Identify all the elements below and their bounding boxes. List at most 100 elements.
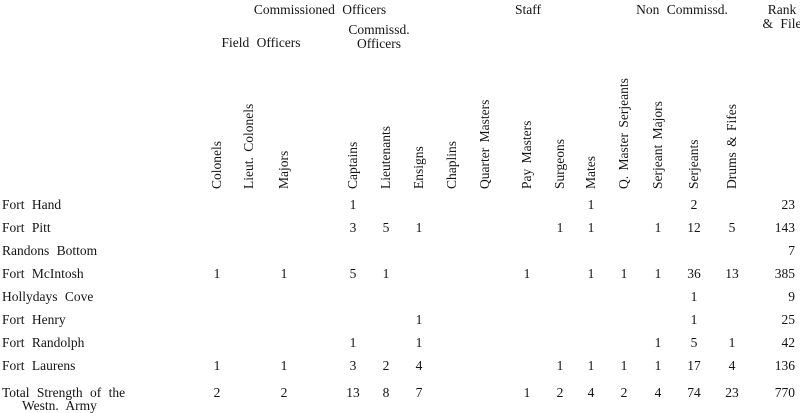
value-fort-mcintosh-pay-masters: 1 bbox=[523, 266, 531, 281]
value-fort-laurens-majors: 1 bbox=[280, 358, 288, 373]
value-fort-mcintosh-lieutenants: 1 bbox=[382, 266, 390, 281]
group-header-commissd-line1: Commissd. bbox=[348, 22, 410, 37]
value-fort-mcintosh-drums-fifes: 13 bbox=[725, 266, 739, 281]
column-header-mates: Mates bbox=[583, 156, 598, 189]
value-fort-randolph-serjeants: 5 bbox=[690, 335, 698, 350]
value-fort-mcintosh-serjeant-majors: 1 bbox=[654, 266, 662, 281]
column-header-colonels: Colonels bbox=[209, 140, 224, 189]
value-fort-laurens-mates: 1 bbox=[587, 358, 595, 373]
column-header-chaplins: Chaplins bbox=[444, 140, 459, 189]
value-total-strength-of-the-lieutenants: 8 bbox=[382, 385, 390, 400]
value-fort-mcintosh-captains: 5 bbox=[349, 266, 357, 281]
column-header-serjeant-majors: Serjeant Majors bbox=[650, 101, 665, 189]
value-fort-hand-serjeants: 2 bbox=[690, 197, 698, 212]
value-fort-randolph-captains: 1 bbox=[349, 335, 357, 350]
value-total-strength-of-the-serjeant-majors: 4 bbox=[654, 385, 662, 400]
column-header-ensigns: Ensigns bbox=[411, 146, 426, 189]
value-fort-randolph-rank-file: 42 bbox=[781, 335, 796, 350]
group-header-field-officers: Field Officers bbox=[221, 35, 301, 50]
group-header-non-commissd: Non Commissd. bbox=[636, 2, 728, 17]
value-fort-laurens-captains: 3 bbox=[349, 358, 357, 373]
value-fort-hand-rank-file: 23 bbox=[781, 197, 796, 212]
value-fort-henry-ensigns: 1 bbox=[415, 312, 423, 327]
value-total-strength-of-the-rank-file: 770 bbox=[774, 385, 795, 400]
value-fort-pitt-captains: 3 bbox=[349, 220, 357, 235]
value-fort-mcintosh-rank-file: 385 bbox=[774, 266, 795, 281]
value-total-strength-of-the-serjeants: 74 bbox=[687, 385, 701, 400]
value-fort-laurens-colonels: 1 bbox=[213, 358, 221, 373]
value-fort-pitt-mates: 1 bbox=[587, 220, 595, 235]
value-fort-pitt-surgeons: 1 bbox=[556, 220, 564, 235]
table-row-total-strength-of-the: Total Strength of the Westn. Army 2 2 13 8 7 1 2… bbox=[0, 385, 800, 413]
value-fort-randolph-ensigns: 1 bbox=[415, 335, 423, 350]
row-label: Fort McIntosh bbox=[2, 266, 84, 281]
group-header-commissd-line2: Officers bbox=[357, 36, 401, 51]
column-header-majors: Majors bbox=[276, 150, 291, 189]
column-header-lieutenants: Lieutenants bbox=[378, 126, 393, 189]
value-fort-henry-serjeants: 1 bbox=[690, 312, 698, 327]
value-hollydays-cove-serjeants: 1 bbox=[690, 289, 698, 304]
value-fort-mcintosh-mates: 1 bbox=[587, 266, 595, 281]
row-label: Randons Bottom bbox=[2, 243, 98, 258]
table-row-hollydays-cove: Hollydays Cove 1 9 bbox=[0, 289, 800, 305]
value-total-strength-of-the-ensigns: 7 bbox=[415, 385, 423, 400]
value-fort-pitt-rank-file: 143 bbox=[774, 220, 795, 235]
row-label: Fort Laurens bbox=[2, 358, 76, 373]
value-fort-laurens-q-master-serjeants: 1 bbox=[620, 358, 628, 373]
table-row-fort-randolph: Fort Randolph 1 1 1 5 1 42 bbox=[0, 335, 800, 351]
value-fort-laurens-rank-file: 136 bbox=[774, 358, 795, 373]
value-total-strength-of-the-q-master-serjeants: 2 bbox=[620, 385, 628, 400]
table-row-randons-bottom: Randons Bottom 7 bbox=[0, 243, 800, 259]
value-fort-hand-mates: 1 bbox=[587, 197, 595, 212]
value-total-strength-of-the-colonels: 2 bbox=[213, 385, 221, 400]
group-header-commissd-officers: Commissd. Officers bbox=[348, 23, 409, 51]
row-label: Total Strength of the bbox=[2, 385, 126, 400]
value-fort-laurens-serjeants: 17 bbox=[687, 358, 701, 373]
value-total-strength-of-the-mates: 4 bbox=[587, 385, 595, 400]
row-label: Fort Hand bbox=[2, 197, 62, 212]
table-row-fort-hand: Fort Hand 1 1 2 23 bbox=[0, 197, 800, 213]
group-header-rank-line2: & File bbox=[762, 16, 800, 31]
value-fort-laurens-lieutenants: 2 bbox=[382, 358, 390, 373]
column-header-quarter-masters: Quarter Masters bbox=[477, 99, 492, 189]
value-total-strength-of-the-drums-fifes: 23 bbox=[725, 385, 739, 400]
value-fort-pitt-serjeants: 12 bbox=[687, 220, 701, 235]
table-row-fort-pitt: Fort Pitt 3 5 1 1 1 1 12 5 143 bbox=[0, 220, 800, 236]
column-header-lieut-colonels: Lieut. Colonels bbox=[241, 103, 256, 189]
row-label: Hollydays Cove bbox=[2, 289, 94, 304]
table-row-fort-henry: Fort Henry 1 1 25 bbox=[0, 312, 800, 328]
value-fort-laurens-ensigns: 4 bbox=[415, 358, 423, 373]
value-total-strength-of-the-majors: 2 bbox=[280, 385, 288, 400]
table-row-fort-laurens: Fort Laurens 1 1 3 2 4 1 1 1 1 17 4 136 bbox=[0, 358, 800, 374]
column-header-drums-fifes: Drums & Fifes bbox=[724, 104, 739, 189]
row-label: Fort Randolph bbox=[2, 335, 85, 350]
value-fort-pitt-ensigns: 1 bbox=[415, 220, 423, 235]
column-header-captains: Captains bbox=[345, 141, 360, 189]
column-header-surgeons: Surgeons bbox=[552, 138, 567, 189]
row-label-line2: Westn. Army bbox=[22, 398, 97, 413]
value-fort-hand-captains: 1 bbox=[349, 197, 357, 212]
value-fort-mcintosh-serjeants: 36 bbox=[687, 266, 701, 281]
value-hollydays-cove-rank-file: 9 bbox=[788, 289, 795, 304]
value-fort-mcintosh-colonels: 1 bbox=[213, 266, 221, 281]
value-randons-bottom-rank-file: 7 bbox=[788, 243, 795, 258]
value-total-strength-of-the-pay-masters: 1 bbox=[523, 385, 531, 400]
value-fort-randolph-serjeant-majors: 1 bbox=[654, 335, 662, 350]
value-fort-mcintosh-majors: 1 bbox=[280, 266, 288, 281]
value-fort-pitt-serjeant-majors: 1 bbox=[654, 220, 662, 235]
value-fort-pitt-drums-fifes: 5 bbox=[728, 220, 736, 235]
group-header-rank-and-file: Rank & File bbox=[763, 3, 800, 31]
value-fort-laurens-serjeant-majors: 1 bbox=[654, 358, 662, 373]
value-fort-henry-rank-file: 25 bbox=[781, 312, 796, 327]
column-header-q-master-serjeants: Q. Master Serjeants bbox=[616, 78, 631, 189]
group-header-rank-line1: Rank bbox=[767, 2, 797, 17]
value-total-strength-of-the-captains: 13 bbox=[346, 385, 360, 400]
row-label: Fort Pitt bbox=[2, 220, 51, 235]
column-header-pay-masters: Pay Masters bbox=[519, 120, 534, 189]
group-header-commissioned-officers: Commissioned Officers bbox=[253, 2, 387, 17]
value-fort-mcintosh-q-master-serjeants: 1 bbox=[620, 266, 628, 281]
group-header-staff: Staff bbox=[515, 2, 541, 17]
row-label: Fort Henry bbox=[2, 312, 66, 327]
value-total-strength-of-the-surgeons: 2 bbox=[556, 385, 564, 400]
